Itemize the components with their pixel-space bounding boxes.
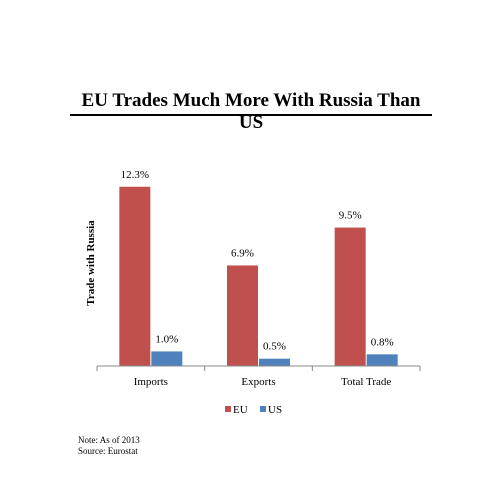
- legend-label-eu: EU: [233, 404, 248, 416]
- category-label-exports: Exports: [241, 376, 275, 388]
- bar-us-total-trade: [366, 354, 398, 366]
- value-label-us-total-trade: 0.8%: [371, 336, 394, 348]
- legend-label-us: US: [268, 404, 282, 416]
- value-label-eu-total-trade: 9.5%: [339, 210, 362, 222]
- y-axis-label: Trade with Russia: [85, 220, 97, 306]
- source-text: Source: Eurostat: [78, 446, 138, 456]
- bar-us-exports: [259, 358, 290, 366]
- chart-title: EU Trades Much More With Russia Than US: [81, 90, 421, 133]
- bar-us-imports: [151, 351, 183, 366]
- x-axis-ticks: [96, 366, 421, 371]
- value-label-us-imports: 1.0%: [155, 333, 178, 345]
- bar-eu-total-trade: [334, 227, 366, 366]
- title-underline: [70, 114, 432, 116]
- legend-swatch-us: [260, 406, 266, 412]
- bar-eu-exports: [227, 265, 258, 366]
- bars-group: [119, 186, 398, 366]
- legend-swatch-eu: [225, 406, 231, 412]
- value-labels: 12.3% 1.0% 6.9% 0.5% 9.5% 0.8%: [121, 169, 394, 353]
- value-label-eu-imports: 12.3%: [121, 169, 149, 181]
- category-label-imports: Imports: [134, 376, 168, 388]
- category-label-total-trade: Total Trade: [341, 376, 391, 388]
- note-text: Note: As of 2013: [78, 435, 140, 445]
- bar-eu-imports: [119, 186, 151, 366]
- value-label-eu-exports: 6.9%: [231, 247, 254, 259]
- value-label-us-exports: 0.5%: [263, 341, 286, 353]
- legend: EU US: [225, 404, 282, 416]
- category-labels: Imports Exports Total Trade: [134, 376, 392, 388]
